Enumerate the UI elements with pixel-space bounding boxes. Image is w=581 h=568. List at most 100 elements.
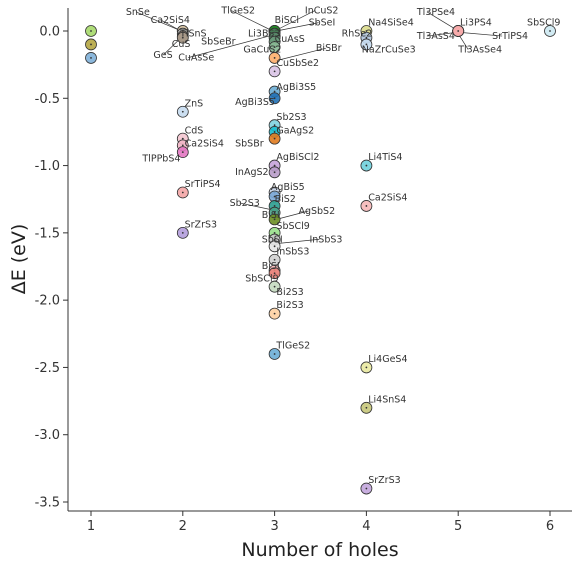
data-point-center xyxy=(273,137,276,140)
point-label: AgBi3S5 xyxy=(235,97,275,108)
point-label: AgSbS2 xyxy=(298,206,335,217)
point-label: GaCuS2 xyxy=(243,45,281,56)
data-point-center xyxy=(90,43,92,46)
point-label: Ca2SiS4 xyxy=(368,193,407,204)
point-label: TlGeS2 xyxy=(220,6,255,17)
data-point-center xyxy=(273,195,276,198)
point-label: Li3BS3 xyxy=(248,28,280,39)
x-tick-label: 6 xyxy=(546,519,554,534)
point-label: GaAgS2 xyxy=(276,125,314,136)
data-point-center xyxy=(273,70,276,73)
point-label: Bi2S3 xyxy=(276,287,303,298)
label-leader-line xyxy=(460,31,503,37)
data-point-center xyxy=(181,151,184,154)
label-leader-line xyxy=(188,34,273,58)
point-label: Tl3AsSe4 xyxy=(457,45,502,56)
x-tick-label: 4 xyxy=(362,519,370,534)
point-label: TlPPbS4 xyxy=(141,154,180,165)
point-label: Tl3PSe4 xyxy=(416,7,455,18)
data-point-center xyxy=(365,205,368,207)
data-point-center xyxy=(273,131,276,133)
data-point-center xyxy=(273,238,276,241)
y-tick-label: -2.0 xyxy=(35,294,60,309)
point-label: CuS xyxy=(172,39,191,50)
data-point-center xyxy=(273,272,276,275)
data-point-center xyxy=(90,30,92,32)
point-label: Tl3AsS4 xyxy=(416,31,455,42)
data-point-center xyxy=(181,231,184,234)
point-label: SbSI xyxy=(262,234,283,245)
point-label: InSbS3 xyxy=(309,234,342,245)
data-point-center xyxy=(273,97,276,100)
y-tick-label: -0.5 xyxy=(35,92,60,107)
axes xyxy=(67,8,572,512)
x-tick-label: 3 xyxy=(270,519,278,534)
point-label: Sb2S3 xyxy=(276,112,306,123)
data-point-center xyxy=(273,46,276,49)
data-point-center xyxy=(365,487,368,490)
data-point-center xyxy=(273,231,276,234)
point-label: NaZrCuSe3 xyxy=(362,45,416,56)
data-point-center xyxy=(365,30,368,32)
point-label: CdS xyxy=(185,125,204,136)
x-axis-label: Number of holes xyxy=(241,539,398,561)
ticks: 1 2 3 4 5 6 0.0 -0.5 -1.0 -1.5 -2.0 -2.5 -3.0 -3.5 xyxy=(35,25,555,535)
point-label: Na4SiSe4 xyxy=(368,18,414,29)
data-point-center xyxy=(273,312,276,315)
point-label: SbSeI xyxy=(309,18,336,29)
label-leader-line xyxy=(135,11,179,30)
data-point-center xyxy=(273,218,276,221)
y-tick-label: -3.0 xyxy=(35,428,60,443)
point-label: SrTiPS4 xyxy=(492,31,528,42)
label-leader-line xyxy=(239,202,273,211)
y-axis-label: ΔE (eV) xyxy=(8,224,30,295)
point-label: SrZrS3 xyxy=(368,475,400,486)
point-label: SbSCl9 xyxy=(245,273,278,284)
point-label: InSbS3 xyxy=(276,246,309,257)
point-label: CuSbSe2 xyxy=(276,58,319,69)
point-label: RhSe2 xyxy=(342,28,373,39)
label-leader-line xyxy=(276,238,320,244)
point-label: SbSCl9 xyxy=(276,221,309,232)
point-label: InAgS2 xyxy=(235,167,268,178)
point-label: BiSI xyxy=(262,261,280,272)
data-point-center xyxy=(365,164,368,167)
data-point-center xyxy=(273,211,276,214)
data-point-center xyxy=(90,57,92,59)
point-label: Bi2S3 xyxy=(276,300,303,311)
data-point-center xyxy=(181,191,184,194)
x-tick-label: 1 xyxy=(87,519,95,534)
data-point-center xyxy=(273,124,276,127)
label-leader-line xyxy=(426,11,457,30)
point-label: TlSnS xyxy=(179,28,207,39)
point-label: SbSBr xyxy=(235,139,264,150)
data-point-center xyxy=(181,110,184,113)
point-label: AgBiS5 xyxy=(271,182,305,193)
data-points xyxy=(85,25,556,495)
point-label: BiSI xyxy=(262,210,280,221)
point-label: SnSe xyxy=(126,7,150,18)
leader-lines xyxy=(135,10,503,244)
point-label: SrTiPS4 xyxy=(185,179,221,190)
point-label: GeS xyxy=(153,50,172,61)
data-point-center xyxy=(273,171,276,174)
label-leader-line xyxy=(426,31,457,37)
data-point-center xyxy=(273,245,276,248)
label-leader-line xyxy=(231,10,273,32)
point-label: Ca2SiS4 xyxy=(151,15,190,26)
point-label: SbSeBr xyxy=(201,36,235,47)
x-tick-label: 5 xyxy=(454,519,462,534)
point-label: CuAsSe xyxy=(178,53,214,64)
point-label: Li4GeS4 xyxy=(368,354,407,365)
point-label: Li4TiS4 xyxy=(368,152,402,163)
point-label: Li4SnS4 xyxy=(368,394,406,405)
point-label: TlGeS2 xyxy=(275,341,310,352)
point-label: Ca2SiS4 xyxy=(185,139,224,150)
point-label: SbSCl9 xyxy=(527,18,560,29)
label-leader-line xyxy=(276,210,309,220)
point-label: ZnS xyxy=(185,98,204,109)
data-point-center xyxy=(273,285,276,288)
y-tick-label: -3.5 xyxy=(35,496,60,511)
label-leader-line xyxy=(276,47,326,61)
